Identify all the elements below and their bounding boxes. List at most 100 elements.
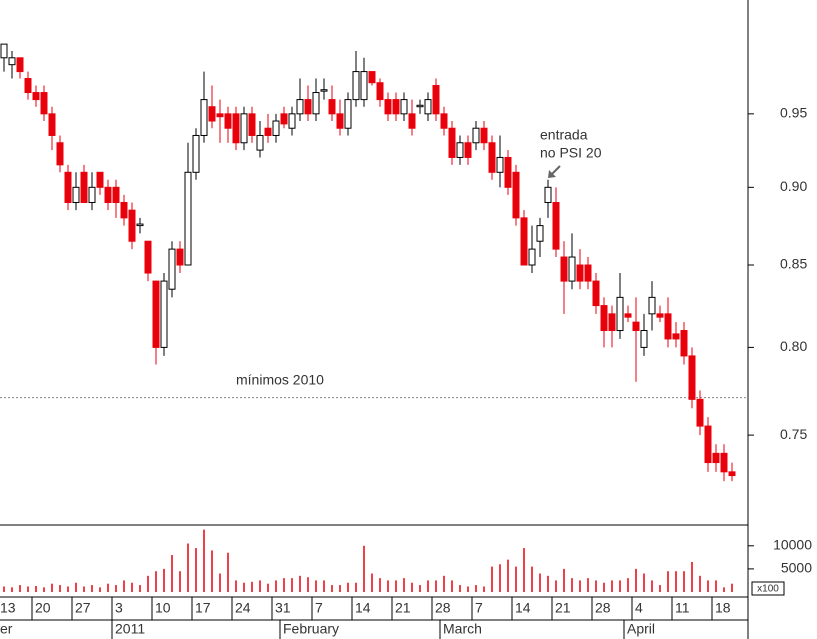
candle-body (704, 425, 712, 464)
candle-body (208, 106, 216, 122)
candle-body (320, 89, 328, 92)
candle-body (0, 43, 8, 59)
candle-body (560, 256, 568, 282)
x-tick-label: 24 (235, 600, 251, 616)
annotation: entrada (540, 127, 588, 143)
candle-body (144, 240, 152, 274)
candle-body (336, 113, 344, 129)
candle-body (504, 156, 512, 188)
candle-body (416, 104, 424, 108)
candle-body (432, 85, 440, 115)
candle-body (464, 142, 472, 158)
volume-unit: x100 (757, 584, 779, 595)
candle-body (360, 71, 368, 101)
y-tick-label: 0.75 (780, 426, 807, 442)
candle-body (624, 313, 632, 318)
x-tick-label: 27 (75, 600, 91, 616)
candle-body (240, 113, 248, 144)
candle-body (272, 120, 280, 136)
candle-body (368, 71, 376, 84)
candle-body (264, 127, 272, 136)
candle-body (120, 202, 128, 219)
x-tick-label: 14 (355, 600, 371, 616)
x-tick-label: 10 (155, 600, 171, 616)
x-tick-label: 18 (715, 600, 731, 616)
x-tick-label: 14 (515, 600, 531, 616)
candle-body (48, 113, 56, 136)
candle-body (40, 92, 48, 115)
candle-body (224, 113, 232, 129)
candle-body (8, 57, 16, 66)
x-tick-label: 21 (555, 600, 571, 616)
candle-body (616, 296, 624, 332)
candle-body (392, 99, 400, 115)
candle-body (112, 186, 120, 204)
candle-body (384, 99, 392, 115)
candle-body (256, 134, 264, 151)
candle-body (568, 256, 576, 282)
x-tick-label: 7 (315, 600, 323, 616)
candle-body (344, 99, 352, 129)
y-tick-label: 0.80 (780, 338, 807, 354)
candle-body (424, 99, 432, 115)
x-tick-label: 31 (275, 600, 291, 616)
candle-body (512, 171, 520, 219)
candle-body (152, 280, 160, 348)
x-tick-label: 21 (395, 600, 411, 616)
candle-body (600, 305, 608, 332)
candle-body (24, 78, 32, 94)
x-tick-label: 17 (195, 600, 211, 616)
candle-body (480, 127, 488, 144)
candle-body (64, 171, 72, 204)
candle-body (176, 248, 184, 266)
candle-body (672, 333, 680, 340)
x-tick-label: 20 (35, 600, 51, 616)
x-tick-label: 7 (475, 600, 483, 616)
candle-body (72, 186, 80, 204)
candle-body (136, 223, 144, 227)
candle-body (32, 92, 40, 101)
month-label: 2011 (115, 621, 145, 637)
candle-body (352, 71, 360, 101)
candle-body (400, 99, 408, 115)
x-tick-label: 28 (435, 600, 451, 616)
x-tick-label: 28 (595, 600, 611, 616)
candle-body (232, 113, 240, 144)
candle-body (680, 330, 688, 357)
y-tick-label: 0.90 (780, 178, 807, 194)
month-label: April (627, 621, 655, 637)
candle-body (720, 452, 728, 473)
candle-body (712, 452, 720, 464)
plot-area: mínimos 2010 (0, 43, 748, 592)
candle-body (448, 127, 456, 158)
candle-body (472, 127, 480, 144)
candle-body (88, 186, 96, 204)
reference-label: mínimos 2010 (236, 371, 324, 387)
candle-body (520, 217, 528, 266)
candle-body (192, 134, 200, 173)
x-tick-label: 3 (115, 600, 123, 616)
month-label: er (0, 621, 13, 637)
candle-body (168, 248, 176, 290)
candle-body (552, 202, 560, 250)
annotation: no PSI 20 (540, 145, 602, 161)
unit-box (751, 581, 785, 596)
candle-body (488, 142, 496, 173)
candle-body (528, 248, 536, 266)
volume-tick-label: 5000 (781, 560, 812, 576)
candle-body (184, 171, 192, 266)
candle-body (376, 82, 384, 101)
candle-body (296, 99, 304, 115)
x-tick-label: 4 (635, 600, 643, 616)
candle-body (312, 92, 320, 115)
annotation-arrow (548, 165, 561, 178)
candle-body (248, 113, 256, 136)
candle-body (632, 321, 640, 332)
candle-body (544, 186, 552, 204)
candle-body (96, 171, 104, 188)
candle-body (280, 113, 288, 125)
candle-body (440, 113, 448, 129)
candle-body (328, 99, 336, 115)
